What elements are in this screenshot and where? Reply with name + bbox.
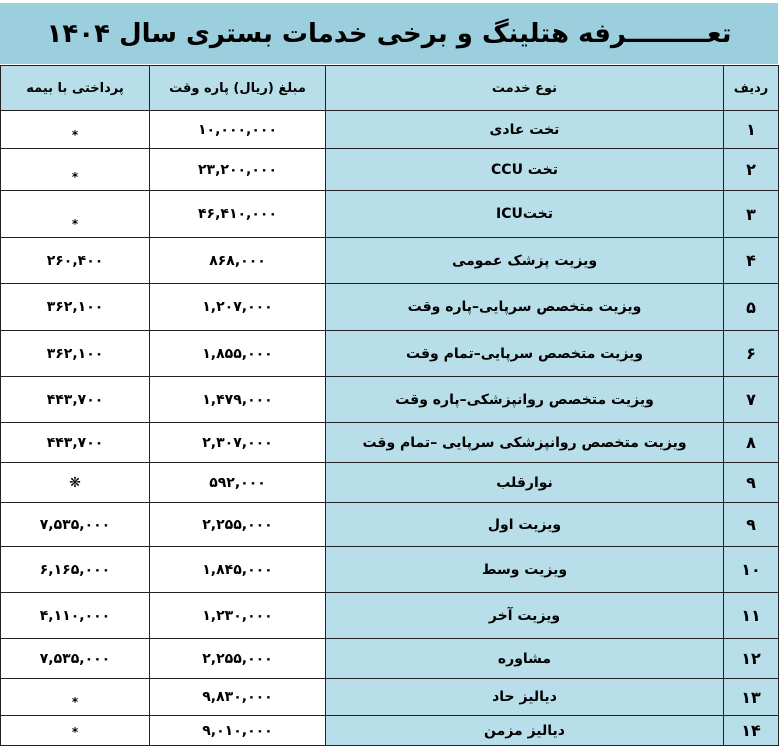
row-index: ۹ xyxy=(723,502,779,547)
amount: ۲,۳۰۷,۰۰۰ xyxy=(149,422,326,463)
insurance-payment: * xyxy=(0,715,150,746)
insurance-payment: ❋ xyxy=(0,462,150,503)
row-index: ۵ xyxy=(723,283,779,331)
amount: ۱,۸۴۵,۰۰۰ xyxy=(149,546,326,593)
amount: ۵۹۲,۰۰۰ xyxy=(149,462,326,503)
service-name: ویزیت وسط xyxy=(325,546,724,593)
insurance-payment: ۳۶۲,۱۰۰ xyxy=(0,330,150,377)
service-name: نوارقلب xyxy=(325,462,724,503)
table-row: ۱۱ ویزیت آخر ۱,۲۳۰,۰۰۰ ۴,۱۱۰,۰۰۰ xyxy=(0,592,779,639)
insurance-payment: * xyxy=(0,678,150,716)
column-header-service: نوع خدمت xyxy=(325,65,724,111)
row-index: ۴ xyxy=(723,237,779,284)
column-header-insurance: پرداختی با بیمه xyxy=(0,65,150,111)
service-name: دیالیز مزمن xyxy=(325,715,724,746)
insurance-payment: ۲۶۰,۴۰۰ xyxy=(0,237,150,284)
row-index: ۹ xyxy=(723,462,779,503)
tariff-table: ردیف نوع خدمت مبلغ (ریال) پاره وقت پرداخ… xyxy=(0,65,779,746)
amount: ۱,۲۰۷,۰۰۰ xyxy=(149,283,326,331)
insurance-payment: ۴۴۳,۷۰۰ xyxy=(0,422,150,463)
row-index: ۱۰ xyxy=(723,546,779,593)
table-row: ۹ ویزیت اول ۲,۲۵۵,۰۰۰ ۷,۵۳۵,۰۰۰ xyxy=(0,502,779,547)
service-name: ویزیت متخصص روانپزشکی–پاره وقت xyxy=(325,376,724,423)
service-name: ویزیت آخر xyxy=(325,592,724,639)
row-index: ۱ xyxy=(723,110,779,149)
table-row: ۴ ویزیت پزشک عمومی ۸۶۸,۰۰۰ ۲۶۰,۴۰۰ xyxy=(0,237,779,284)
amount: ۱۰,۰۰۰,۰۰۰ xyxy=(149,110,326,149)
table-row: ۱۰ ویزیت وسط ۱,۸۴۵,۰۰۰ ۶,۱۶۵,۰۰۰ xyxy=(0,546,779,593)
service-name: دیالیز حاد xyxy=(325,678,724,716)
table-row: ۱۴ دیالیز مزمن ۹,۰۱۰,۰۰۰ * xyxy=(0,715,779,746)
row-index: ۱۳ xyxy=(723,678,779,716)
amount: ۲,۲۵۵,۰۰۰ xyxy=(149,638,326,679)
column-header-amount: مبلغ (ریال) پاره وقت xyxy=(149,65,326,111)
insurance-payment: ۳۶۲,۱۰۰ xyxy=(0,283,150,331)
row-index: ۳ xyxy=(723,190,779,238)
page-title: تعـــــــــرفه هتلینگ و برخی خدمات بستری… xyxy=(0,3,778,64)
row-index: ۸ xyxy=(723,422,779,463)
amount: ۱,۸۵۵,۰۰۰ xyxy=(149,330,326,377)
row-index: ۷ xyxy=(723,376,779,423)
service-name: ویزیت متخصص سرپایی–پاره وقت xyxy=(325,283,724,331)
insurance-payment: * xyxy=(0,110,150,149)
table-header-row: ردیف نوع خدمت مبلغ (ریال) پاره وقت پرداخ… xyxy=(0,65,779,111)
service-name: تختICU xyxy=(325,190,724,238)
insurance-payment: ۴۴۳,۷۰۰ xyxy=(0,376,150,423)
table-row: ۷ ویزیت متخصص روانپزشکی–پاره وقت ۱,۴۷۹,۰۰۰… xyxy=(0,376,779,423)
row-index: ۱۴ xyxy=(723,715,779,746)
row-index: ۲ xyxy=(723,148,779,191)
service-name: ویزیت پزشک عمومی xyxy=(325,237,724,284)
amount: ۲۳,۲۰۰,۰۰۰ xyxy=(149,148,326,191)
insurance-payment: ۷,۵۳۵,۰۰۰ xyxy=(0,638,150,679)
amount: ۹,۸۳۰,۰۰۰ xyxy=(149,678,326,716)
row-index: ۶ xyxy=(723,330,779,377)
table-row: ۱ تخت عادی ۱۰,۰۰۰,۰۰۰ * xyxy=(0,110,779,149)
service-name: مشاوره xyxy=(325,638,724,679)
table-row: ۵ ویزیت متخصص سرپایی–پاره وقت ۱,۲۰۷,۰۰۰ ۳۶۲… xyxy=(0,283,779,331)
insurance-payment: ۶,۱۶۵,۰۰۰ xyxy=(0,546,150,593)
row-index: ۱۲ xyxy=(723,638,779,679)
amount: ۱,۲۳۰,۰۰۰ xyxy=(149,592,326,639)
amount: ۲,۲۵۵,۰۰۰ xyxy=(149,502,326,547)
amount: ۱,۴۷۹,۰۰۰ xyxy=(149,376,326,423)
table-row: ۳ تختICU ۴۶,۴۱۰,۰۰۰ * xyxy=(0,190,779,238)
table-row: ۹ نوارقلب ۵۹۲,۰۰۰ ❋ xyxy=(0,462,779,503)
table-row: ۶ ویزیت متخصص سرپایی–تمام وقت ۱,۸۵۵,۰۰۰ ۳۶۲… xyxy=(0,330,779,377)
insurance-payment: * xyxy=(0,190,150,238)
table-row: ۲ تخت CCU ۲۳,۲۰۰,۰۰۰ * xyxy=(0,148,779,191)
column-header-index: ردیف xyxy=(723,65,779,111)
amount: ۹,۰۱۰,۰۰۰ xyxy=(149,715,326,746)
service-name: ویزیت متخصص روانپزشکی سرپایی –تمام وقت xyxy=(325,422,724,463)
service-name: ویزیت اول xyxy=(325,502,724,547)
table-row: ۸ ویزیت متخصص روانپزشکی سرپایی –تمام وقت ۲… xyxy=(0,422,779,463)
service-name: تخت عادی xyxy=(325,110,724,149)
service-name: ویزیت متخصص سرپایی–تمام وقت xyxy=(325,330,724,377)
insurance-payment: ۴,۱۱۰,۰۰۰ xyxy=(0,592,150,639)
insurance-payment: * xyxy=(0,148,150,191)
amount: ۸۶۸,۰۰۰ xyxy=(149,237,326,284)
row-index: ۱۱ xyxy=(723,592,779,639)
service-name: تخت CCU xyxy=(325,148,724,191)
table-row: ۱۲ مشاوره ۲,۲۵۵,۰۰۰ ۷,۵۳۵,۰۰۰ xyxy=(0,638,779,679)
table-row: ۱۳ دیالیز حاد ۹,۸۳۰,۰۰۰ * xyxy=(0,678,779,716)
insurance-payment: ۷,۵۳۵,۰۰۰ xyxy=(0,502,150,547)
amount: ۴۶,۴۱۰,۰۰۰ xyxy=(149,190,326,238)
